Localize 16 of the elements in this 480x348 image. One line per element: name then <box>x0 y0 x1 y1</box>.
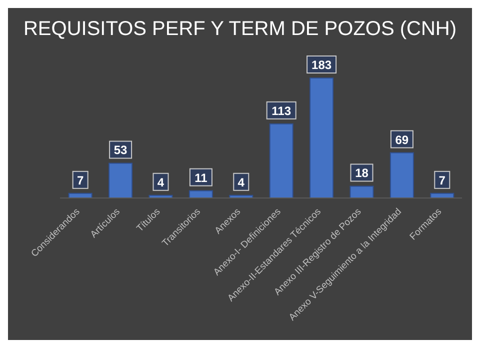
bar <box>390 152 414 198</box>
data-label: 69 <box>395 132 409 147</box>
data-label: 4 <box>238 175 245 190</box>
bar <box>310 78 334 198</box>
bar <box>350 186 374 198</box>
data-label: 113 <box>272 104 292 118</box>
data-label: 7 <box>438 173 446 188</box>
bar <box>108 162 133 198</box>
data-label: 18 <box>355 166 369 180</box>
chart-title: REQUISITOS PERF Y TERM DE POZOS (CNH) <box>22 17 458 42</box>
data-label: 7 <box>77 173 84 188</box>
bar <box>269 123 294 198</box>
data-label: 4 <box>157 175 164 190</box>
data-label: 53 <box>114 143 128 158</box>
data-label: 183 <box>312 58 332 72</box>
data-label: 11 <box>194 170 208 185</box>
